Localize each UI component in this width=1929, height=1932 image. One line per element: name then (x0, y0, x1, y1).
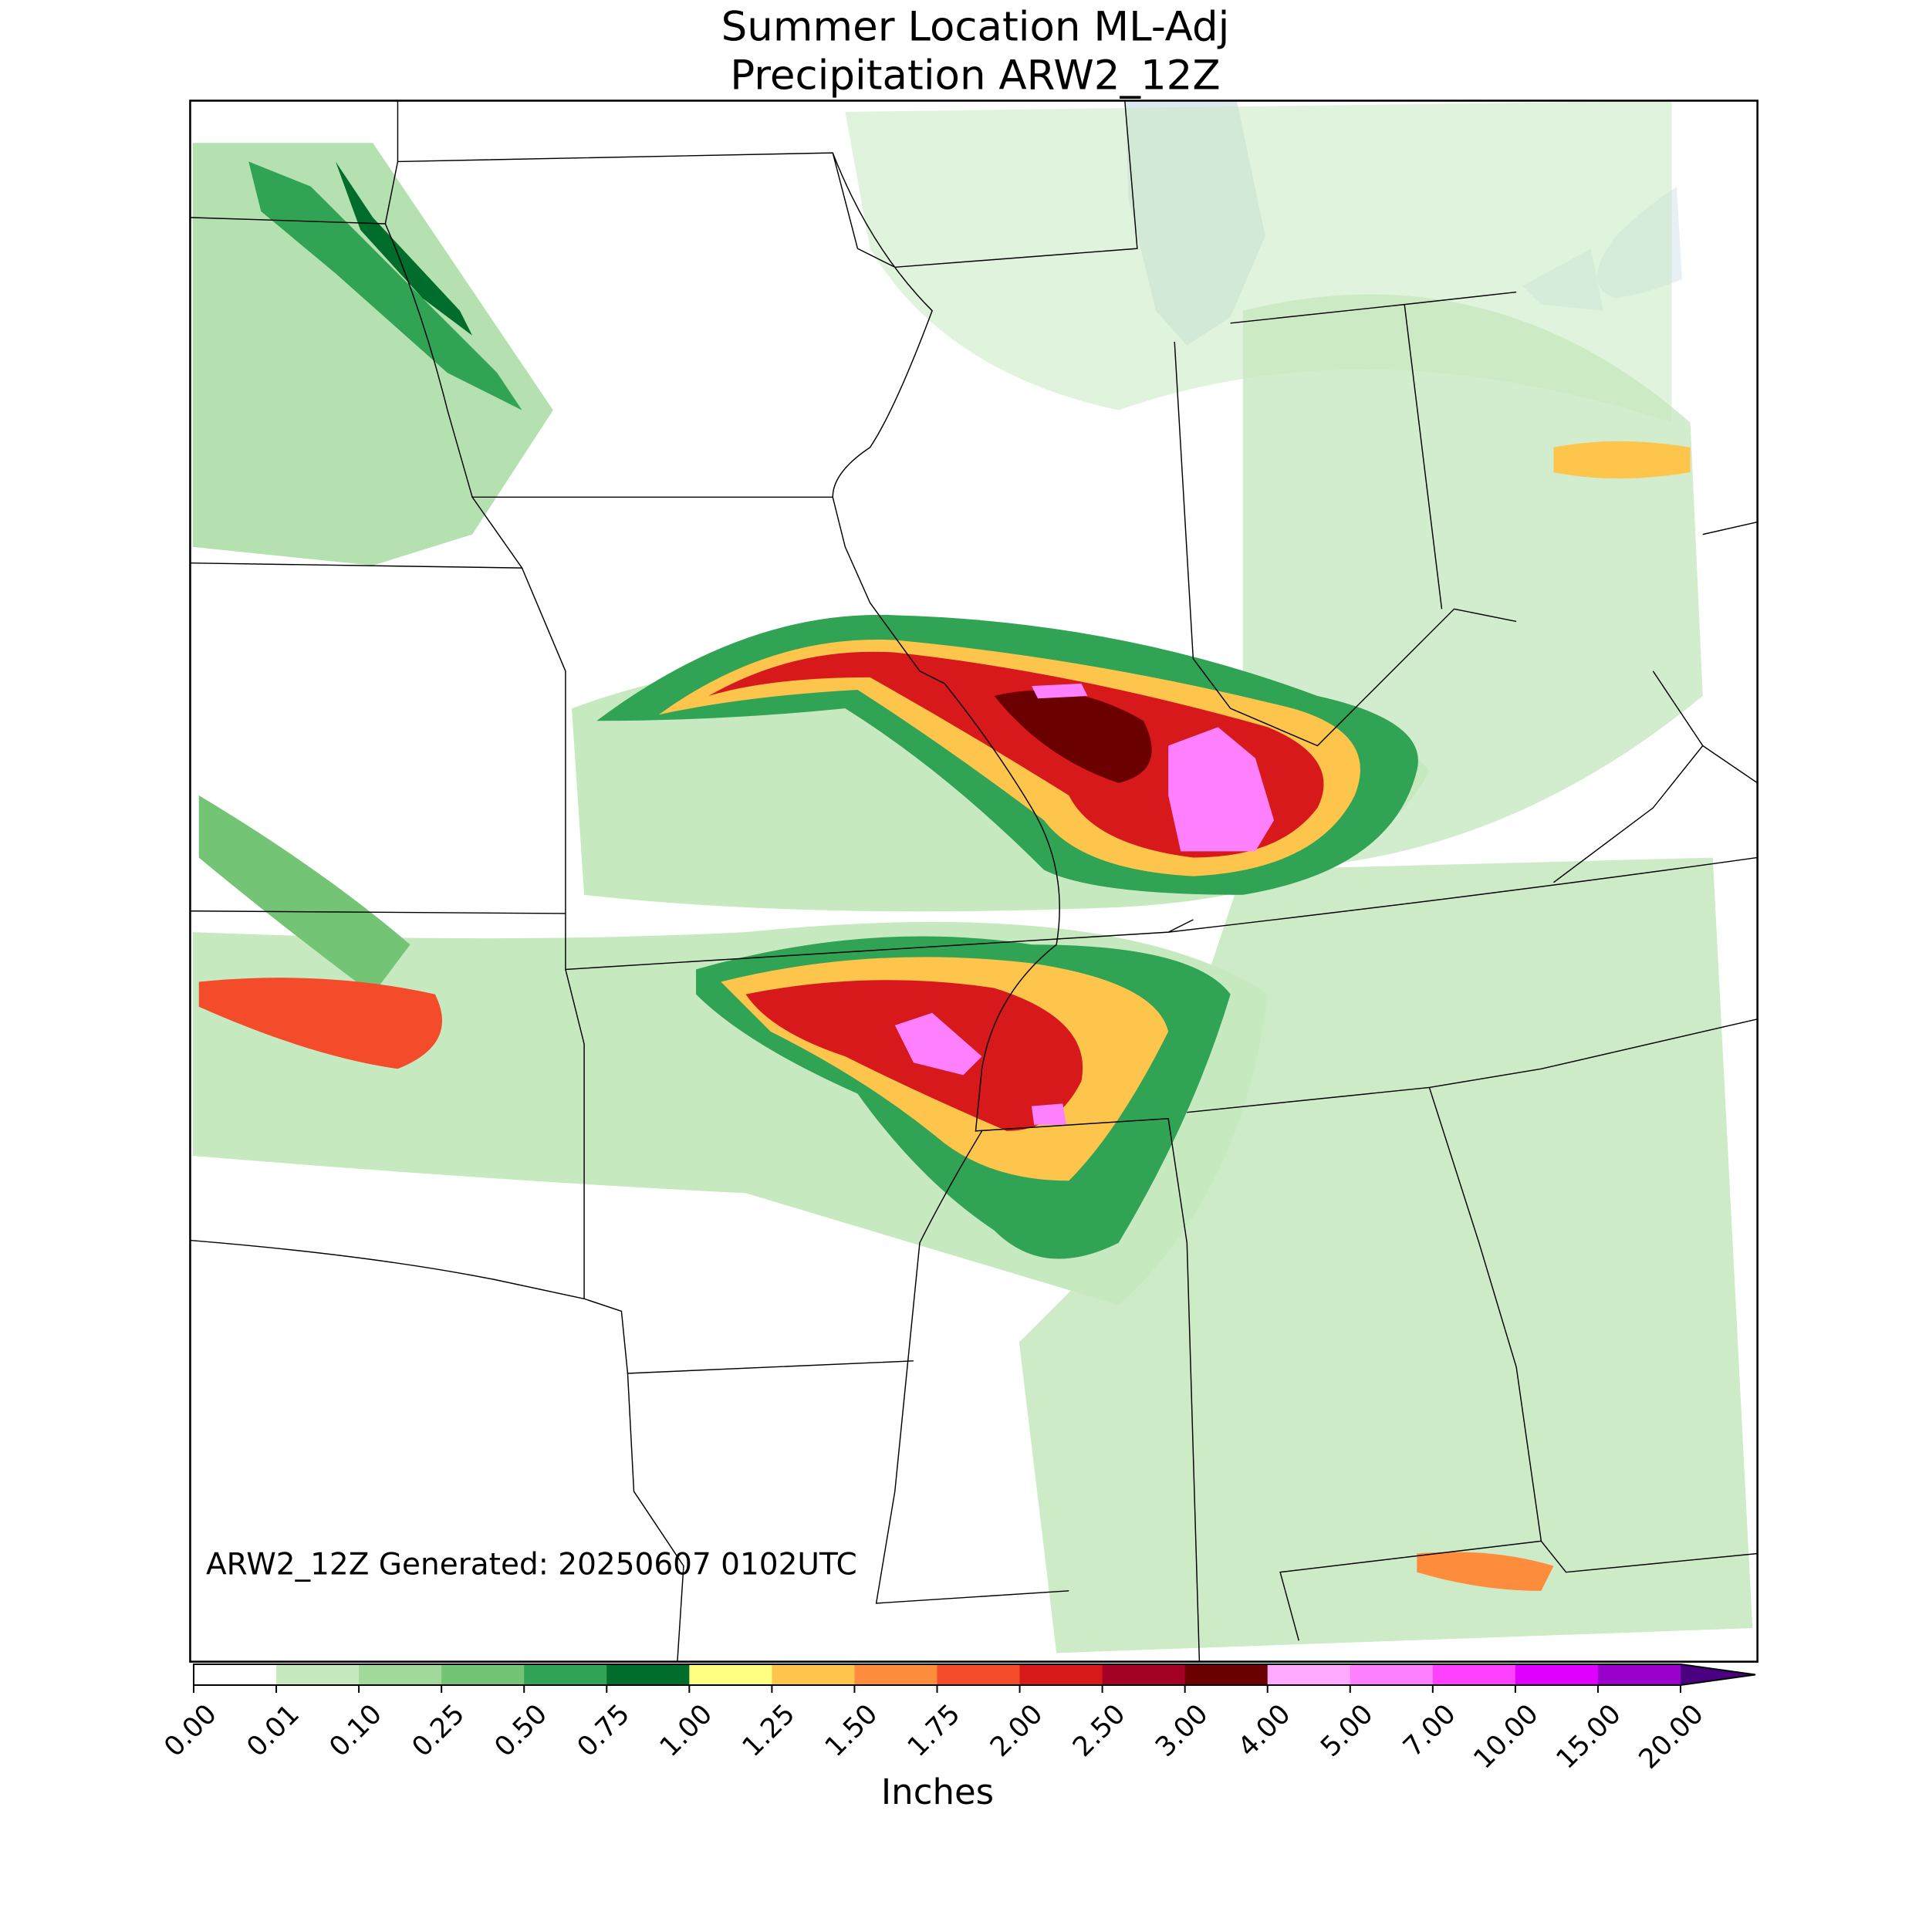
colorbar-bin (1184, 1664, 1269, 1685)
colorbar-tick-label: 10.00 (1468, 1699, 1545, 1775)
colorbar-tick-label: 2.50 (1067, 1699, 1131, 1763)
colorbar-tick-label: 4.00 (1232, 1699, 1296, 1763)
precip-area (192, 143, 553, 566)
colorbar-bin (689, 1664, 772, 1685)
colorbar-bin (606, 1664, 690, 1685)
colorbar-bin (1432, 1664, 1516, 1685)
colorbar-tick-label: 5.00 (1315, 1699, 1379, 1763)
precip-area (198, 978, 442, 1069)
colorbar-tick-label: 7.00 (1397, 1699, 1461, 1763)
annotation: ARW2_12Z Generated: 20250607 0102UTC (206, 1548, 857, 1582)
colorbar-tick-label: 0.75 (572, 1699, 636, 1763)
colorbar-tick-label: 20.00 (1633, 1699, 1710, 1775)
precip-area (198, 795, 410, 995)
colorbar-tick-label: 1.00 (654, 1699, 718, 1763)
precip-area (1553, 441, 1691, 479)
colorbar-tick-label: 1.75 (902, 1699, 966, 1763)
colorbar-outline (193, 1663, 1756, 1686)
map (189, 100, 1758, 1663)
precip-area (1417, 1552, 1554, 1591)
precip-area (248, 161, 522, 410)
colorbar-bin (276, 1664, 360, 1685)
colorbar-tick-label: 2.00 (985, 1699, 1049, 1763)
precip-area (894, 1012, 982, 1076)
colorbar-bin (854, 1664, 937, 1685)
colorbar-bin (1350, 1664, 1434, 1685)
colorbar-label: Inches (881, 1772, 994, 1812)
colorbar-bin (1019, 1664, 1103, 1685)
precip-area (1168, 727, 1275, 852)
colorbar-tick-label: 0.10 (324, 1699, 388, 1763)
colorbar-bin (194, 1664, 277, 1685)
precip-area (708, 651, 1324, 858)
map-frame (189, 100, 1758, 1663)
colorbar-bin (441, 1664, 525, 1685)
colorbar-bin (1267, 1664, 1351, 1685)
colorbar-tick-label: 0.25 (407, 1699, 471, 1763)
precip-area (335, 161, 473, 336)
colorbar-tick-label: 0.00 (159, 1699, 223, 1763)
state-borders (190, 100, 1758, 1662)
title: Summer Location ML-Adj (721, 4, 1230, 51)
precip-area (845, 100, 1672, 423)
colorbar-tick-label: 3.00 (1150, 1699, 1214, 1763)
colorbar-tick-label: 0.01 (242, 1699, 306, 1763)
precip-area (1031, 1103, 1067, 1125)
colorbar-bin (1515, 1664, 1599, 1685)
precip-area (1031, 683, 1088, 699)
colorbar-tick-label: 1.25 (737, 1699, 801, 1763)
colorbar-extend (1681, 1664, 1755, 1685)
domain-edge (1671, 100, 1758, 1629)
colorbar-tick-label: 15.00 (1551, 1699, 1627, 1775)
colorbar: 0.00 0.01 0.10 0.25 0.50 0.75 1.00 1.25 1.50 1.75… (159, 1663, 1756, 1775)
colorbar-bin (524, 1664, 607, 1685)
colorbar-bin (772, 1664, 855, 1685)
subtitle: Precipitation ARW2_12Z (730, 52, 1220, 100)
colorbar-tick-label: 0.50 (489, 1699, 553, 1763)
colorbar-bin (1597, 1664, 1681, 1685)
colorbar-bin (1102, 1664, 1186, 1685)
precip-area (994, 690, 1152, 783)
colorbar-tick-label: 1.50 (819, 1699, 883, 1763)
colorbar-bin (359, 1664, 442, 1685)
colorbar-bin (937, 1664, 1021, 1685)
